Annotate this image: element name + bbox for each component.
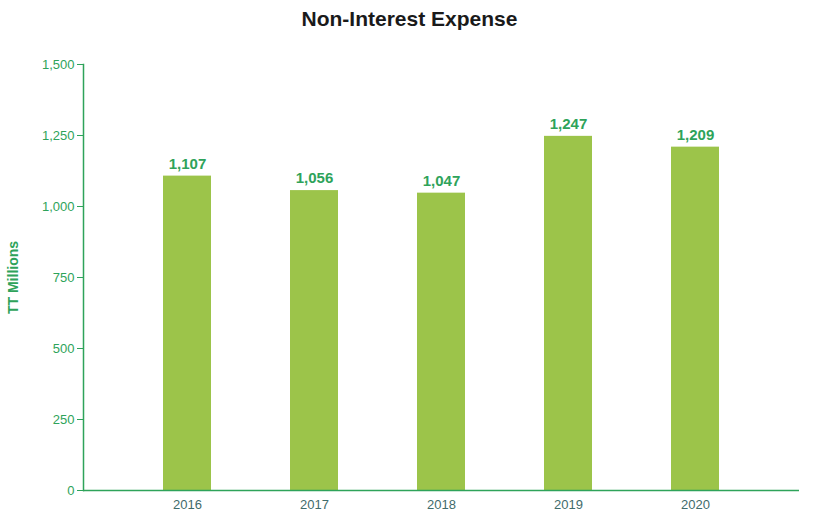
svg-text:1,247: 1,247: [550, 115, 588, 132]
svg-text:1,047: 1,047: [423, 172, 461, 189]
svg-text:2019: 2019: [554, 497, 583, 512]
svg-text:1,250: 1,250: [42, 128, 75, 143]
svg-text:750: 750: [53, 270, 75, 285]
svg-text:1,107: 1,107: [169, 155, 207, 172]
svg-text:1,209: 1,209: [677, 126, 715, 143]
svg-text:250: 250: [53, 412, 75, 427]
svg-text:1,056: 1,056: [296, 169, 334, 186]
svg-text:1,500: 1,500: [42, 57, 75, 72]
svg-text:0: 0: [67, 483, 74, 498]
svg-text:TT Millions: TT Millions: [5, 241, 21, 314]
svg-text:1,000: 1,000: [42, 199, 75, 214]
svg-text:2016: 2016: [173, 497, 202, 512]
svg-text:2017: 2017: [300, 497, 329, 512]
svg-text:2018: 2018: [427, 497, 456, 512]
svg-text:2020: 2020: [681, 497, 710, 512]
svg-text:500: 500: [53, 341, 75, 356]
html-text:Non-Interest Expense: Non-Interest Expense: [301, 7, 518, 30]
